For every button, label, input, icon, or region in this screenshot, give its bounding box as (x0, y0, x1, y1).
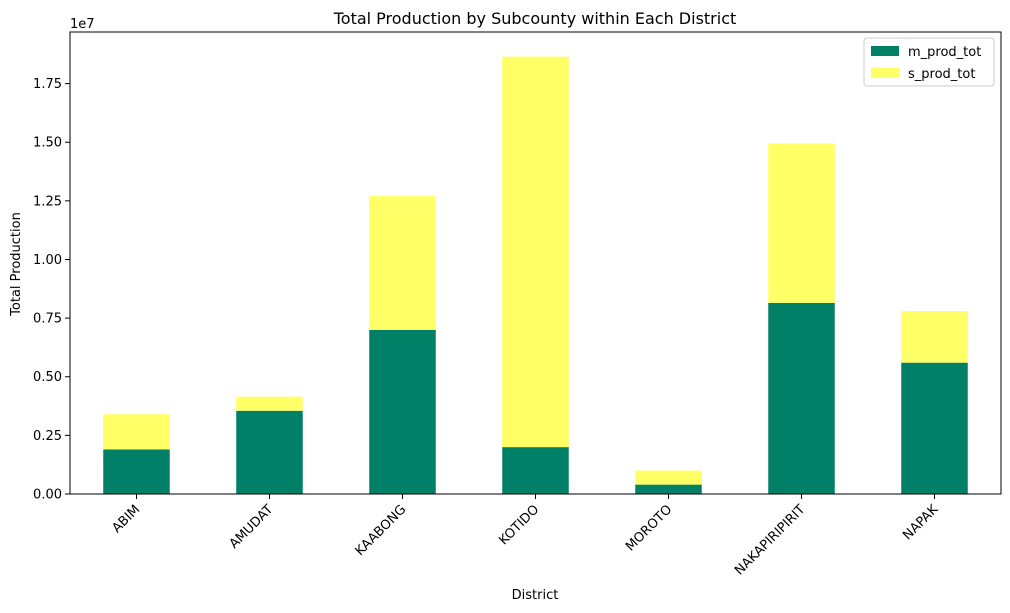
bar-s_prod_tot-amudat (236, 396, 303, 411)
y-tick-label: 0.25 (33, 429, 62, 444)
x-tick-label: KOTIDO (496, 502, 542, 548)
x-tick-label: ABIM (109, 502, 143, 536)
bar-s_prod_tot-abim (103, 414, 170, 450)
bar-m_prod_tot-kaabong (369, 329, 436, 494)
y-tick-label: 0.00 (33, 488, 62, 503)
y-scale-label: 1e7 (70, 17, 95, 32)
y-axis: 0.00 0.25 0.50 0.75 1.00 1.25 1.50 1.75 (33, 77, 70, 503)
y-tick-label: 0.50 (33, 370, 62, 385)
y-tick-label: 1.50 (33, 136, 62, 151)
bar-s_prod_tot-kotido (502, 56, 569, 448)
bar-m_prod_tot-napak (901, 362, 968, 494)
chart-title: Total Production by Subcounty within Eac… (333, 9, 737, 28)
bar-m_prod_tot-abim (103, 449, 170, 494)
x-tick-label: MOROTO (623, 502, 675, 554)
y-tick-label: 0.75 (33, 312, 62, 327)
y-tick-label: 1.00 (33, 253, 62, 268)
y-tick-label: 1.75 (33, 77, 62, 92)
bars-layer (103, 56, 968, 494)
x-axis: ABIM AMUDAT KAABONG KOTIDO MOROTO NAKAPIRIPIR… (109, 494, 942, 578)
x-tick-label: KAABONG (353, 502, 410, 559)
x-axis-title: District (512, 588, 559, 603)
bar-s_prod_tot-kaabong (369, 196, 436, 330)
bar-m_prod_tot-nakapiripirit (768, 302, 835, 494)
bar-m_prod_tot-moroto (635, 484, 702, 494)
x-tick-label: AMUDAT (227, 502, 277, 552)
legend-swatch-s_prod_tot (871, 68, 899, 78)
y-axis-title: Total Production (9, 212, 24, 317)
bar-s_prod_tot-moroto (635, 470, 702, 485)
y-tick-label: 1.25 (33, 194, 62, 209)
legend: m_prod_tot s_prod_tot (863, 37, 995, 87)
x-tick-label: NAPAK (900, 502, 941, 543)
bar-m_prod_tot-kotido (502, 447, 569, 494)
bar-s_prod_tot-nakapiripirit (768, 143, 835, 303)
legend-swatch-m_prod_tot (871, 46, 899, 56)
plot-frame (69, 31, 1002, 495)
legend-label-s_prod_tot: s_prod_tot (908, 67, 975, 82)
legend-label-m_prod_tot: m_prod_tot (908, 45, 981, 60)
x-tick-label: NAKAPIRIPIRIT (732, 502, 808, 578)
bar-s_prod_tot-napak (901, 311, 968, 363)
bar-m_prod_tot-amudat (236, 410, 303, 494)
